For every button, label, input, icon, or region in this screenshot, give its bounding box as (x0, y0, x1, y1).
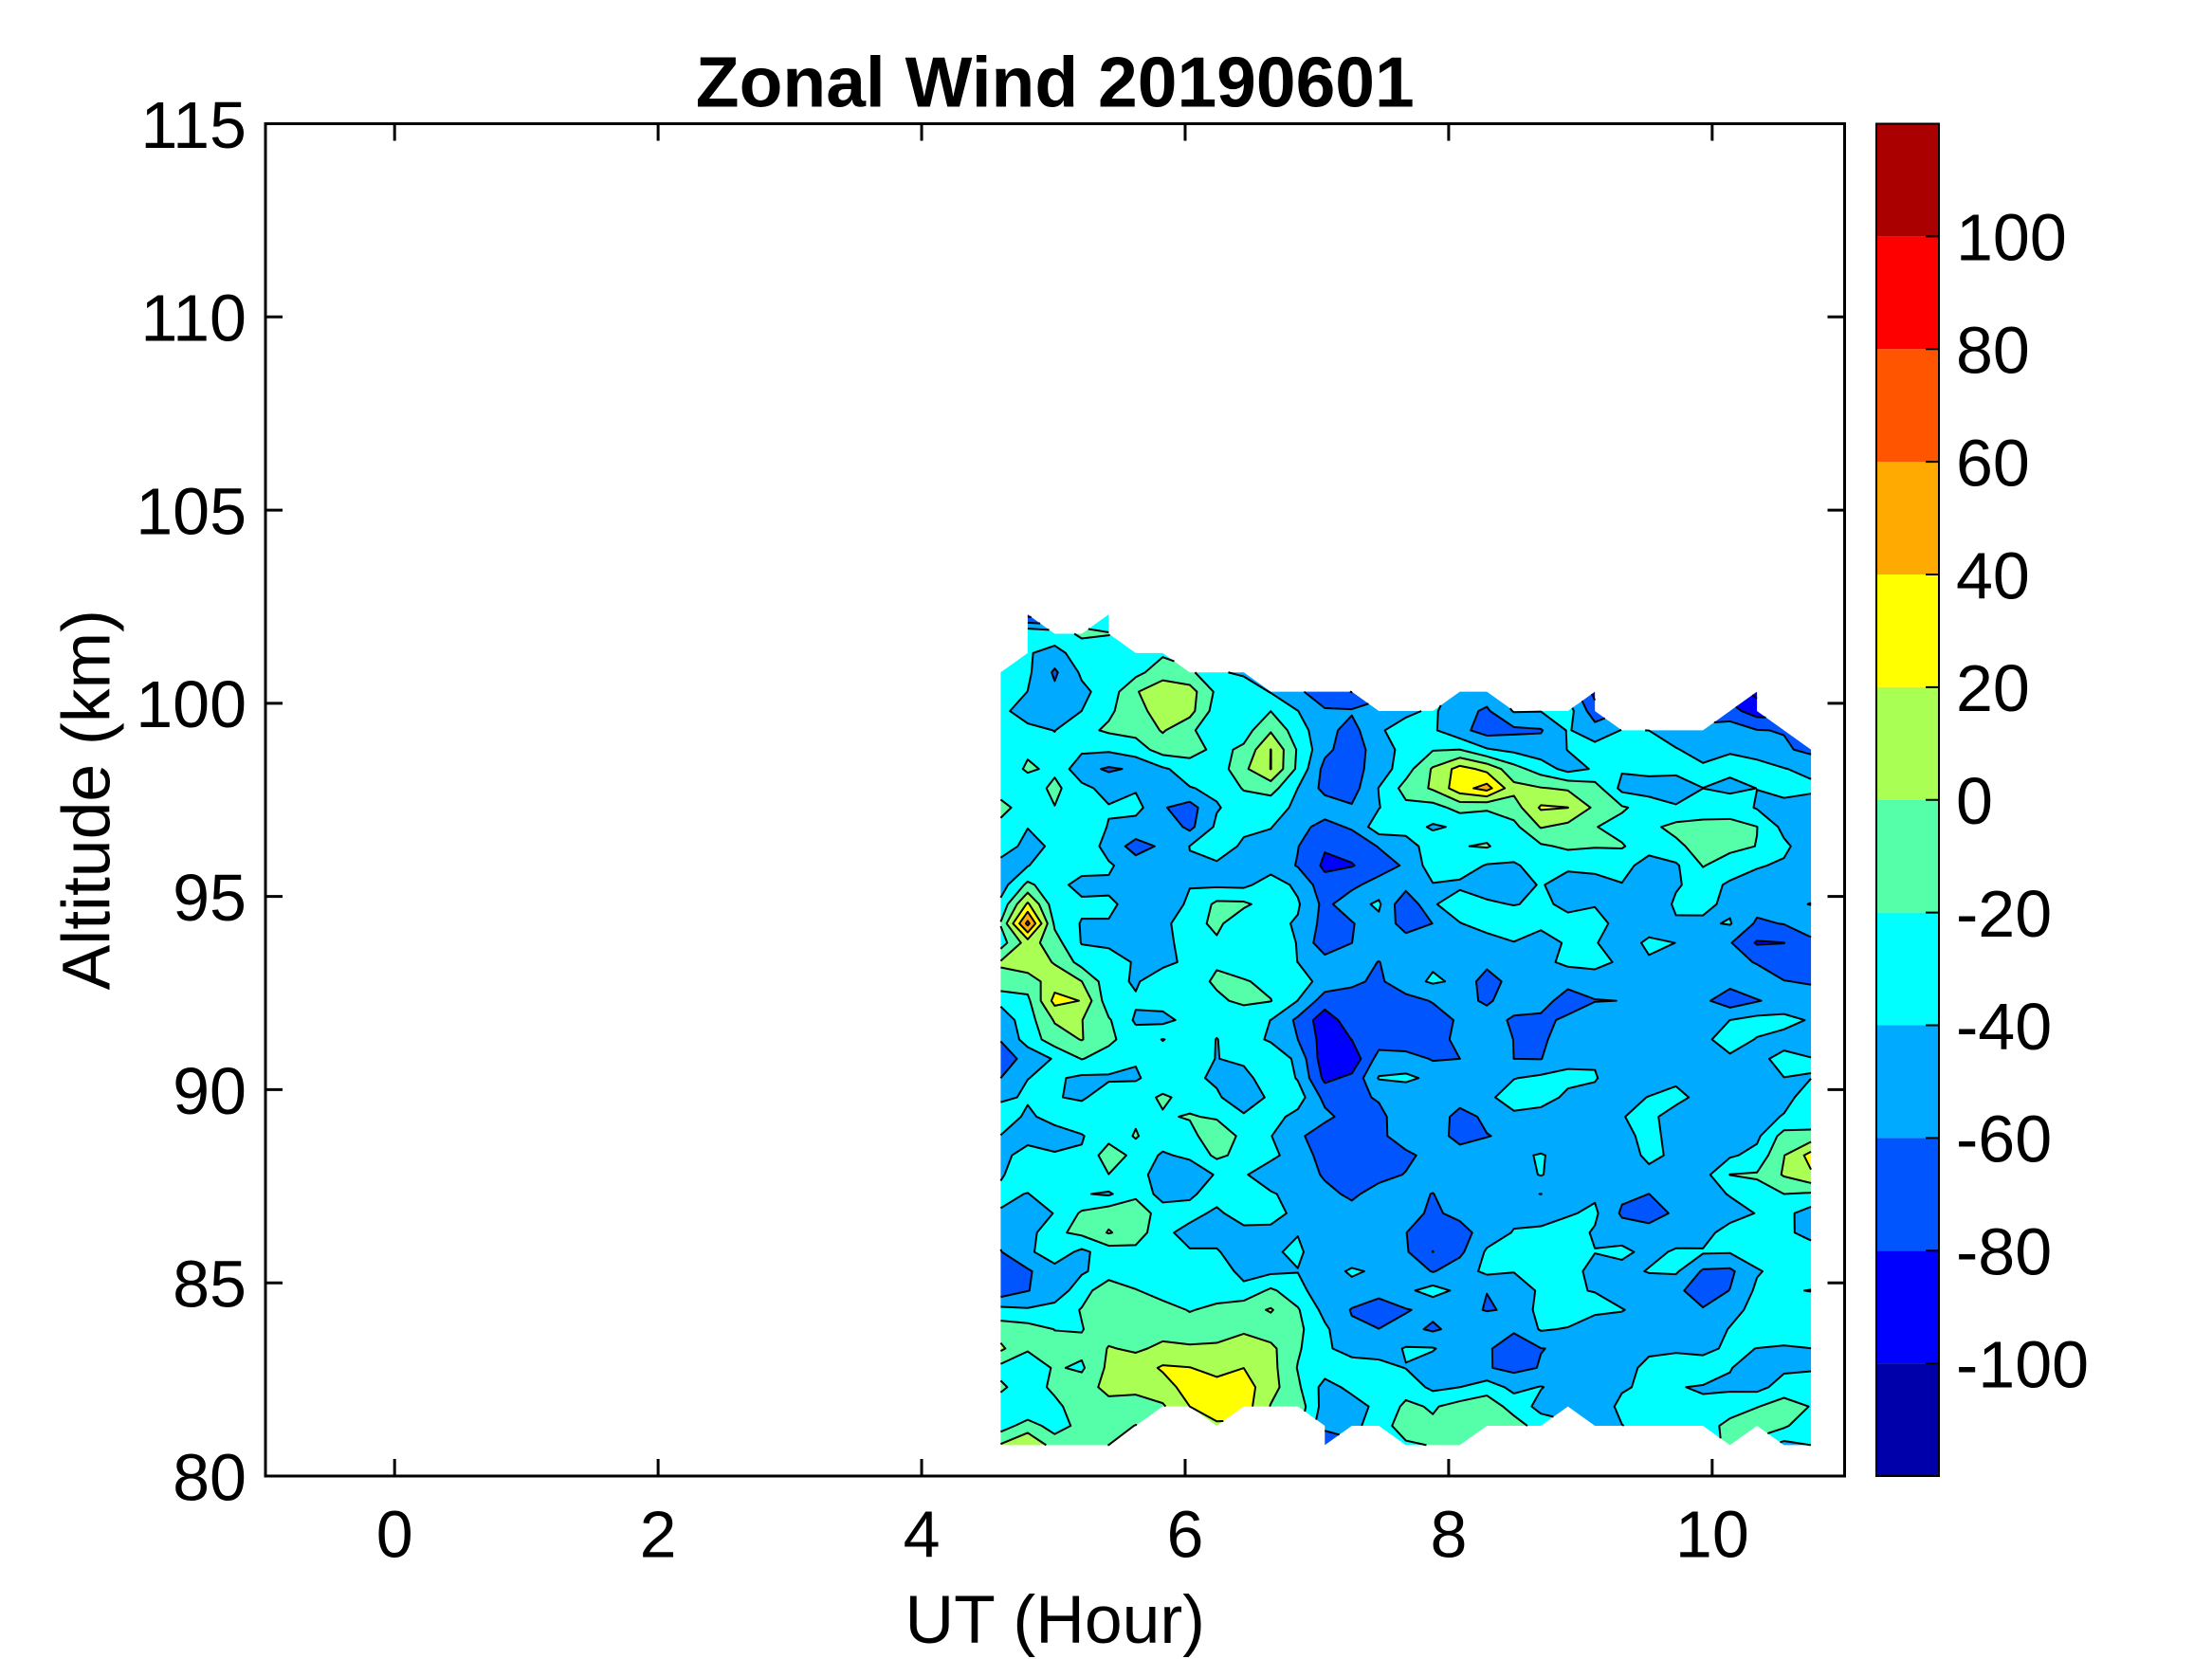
svg-text:80: 80 (173, 1440, 247, 1514)
svg-text:115: 115 (140, 88, 247, 162)
svg-text:100: 100 (1956, 201, 2067, 275)
svg-text:60: 60 (1956, 426, 2030, 500)
svg-text:8: 8 (1430, 1498, 1467, 1572)
svg-text:UT (Hour): UT (Hour) (905, 1582, 1205, 1658)
svg-text:95: 95 (173, 861, 247, 935)
svg-text:100: 100 (136, 667, 247, 741)
svg-text:-20: -20 (1956, 877, 2052, 951)
svg-text:40: 40 (1956, 538, 2030, 612)
svg-text:2: 2 (640, 1498, 677, 1572)
svg-text:110: 110 (140, 282, 247, 356)
svg-text:Altitude (km): Altitude (km) (48, 610, 124, 990)
svg-text:90: 90 (173, 1054, 247, 1128)
svg-text:-80: -80 (1956, 1215, 2052, 1289)
svg-text:0: 0 (1956, 764, 1993, 838)
svg-text:Zonal Wind 20190601: Zonal Wind 20190601 (696, 43, 1415, 122)
svg-text:85: 85 (173, 1248, 247, 1322)
svg-text:105: 105 (136, 474, 247, 548)
svg-text:20: 20 (1956, 651, 2030, 725)
svg-text:4: 4 (904, 1498, 941, 1572)
svg-text:-60: -60 (1956, 1103, 2052, 1176)
svg-text:80: 80 (1956, 314, 2030, 388)
svg-text:10: 10 (1675, 1498, 1749, 1572)
svg-text:-100: -100 (1956, 1327, 2089, 1401)
svg-text:-40: -40 (1956, 990, 2052, 1064)
svg-text:6: 6 (1167, 1498, 1204, 1572)
svg-text:0: 0 (376, 1498, 413, 1572)
